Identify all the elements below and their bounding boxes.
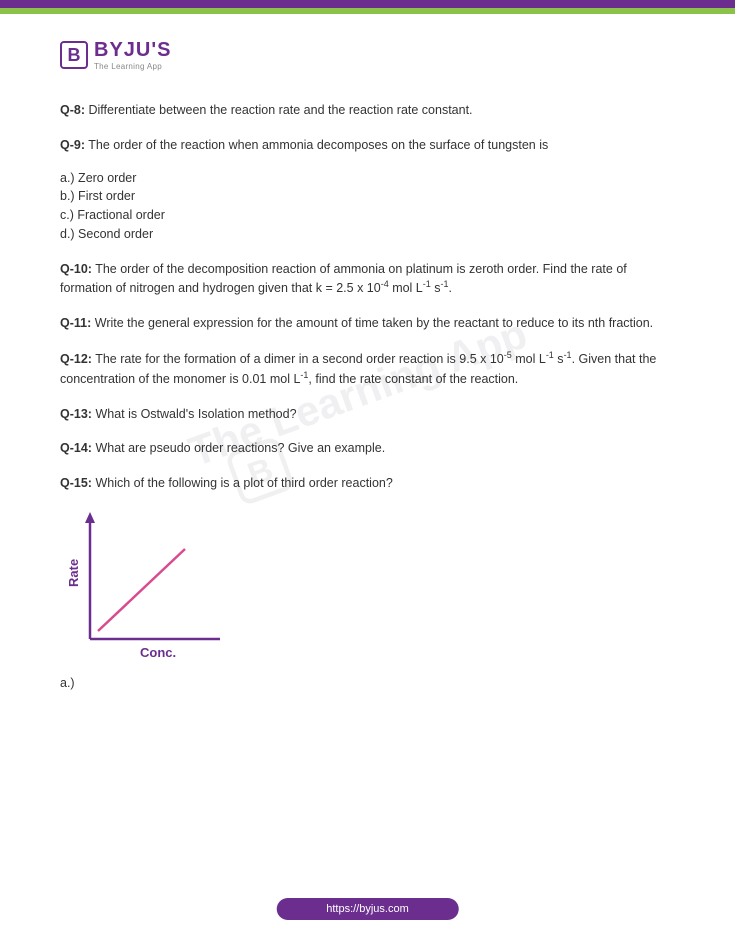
q-text-part: s	[431, 281, 441, 295]
q-label: Q-10:	[60, 262, 92, 276]
q-label: Q-13:	[60, 407, 92, 421]
q-text-part: s	[554, 352, 564, 366]
option-d: d.) Second order	[60, 225, 675, 244]
option-b: b.) First order	[60, 187, 675, 206]
chart-option-a: Rate Conc. a.)	[60, 509, 675, 693]
q-text: What are pseudo order reactions? Give an…	[95, 441, 385, 455]
q-label: Q-11:	[60, 316, 91, 330]
document-page: B BYJU'S The Learning App The Learning A…	[0, 0, 735, 950]
exponent: -1	[564, 350, 572, 360]
footer-url: https://byjus.com	[276, 898, 459, 920]
q-text-part: mol L	[512, 352, 546, 366]
logo-main: BYJU'S	[94, 39, 171, 62]
top-bar-purple	[0, 0, 735, 8]
question-12: Q-12: The rate for the formation of a di…	[60, 349, 675, 389]
q-label: Q-12:	[60, 352, 92, 366]
q-text: Which of the following is a plot of thir…	[95, 476, 392, 490]
logo-sub: The Learning App	[94, 62, 171, 71]
q-text-part: The order of the decomposition reaction …	[60, 262, 627, 296]
q-text-part: mol L	[389, 281, 423, 295]
q-label: Q-14:	[60, 441, 92, 455]
q-label: Q-8:	[60, 103, 85, 117]
q-text: The order of the reaction when ammonia d…	[88, 138, 548, 152]
q-text-part: The rate for the formation of a dimer in…	[95, 352, 504, 366]
rate-vs-conc-chart: Rate Conc.	[60, 509, 240, 664]
question-13: Q-13: What is Ostwald's Isolation method…	[60, 405, 675, 424]
q-text-part: .	[449, 281, 452, 295]
logo-area: B BYJU'S The Learning App	[0, 14, 735, 81]
option-a: a.) Zero order	[60, 169, 675, 188]
question-11: Q-11: Write the general expression for t…	[60, 314, 675, 333]
option-label-a: a.)	[60, 674, 675, 693]
q-text: What is Ostwald's Isolation method?	[95, 407, 296, 421]
q-text-part: , find the rate constant of the reaction…	[308, 372, 518, 386]
exponent: -1	[423, 279, 431, 289]
logo-text: BYJU'S The Learning App	[94, 39, 171, 71]
content-area: The Learning App B Q-8: Differentiate be…	[0, 81, 735, 712]
question-8: Q-8: Differentiate between the reaction …	[60, 101, 675, 120]
question-15: Q-15: Which of the following is a plot o…	[60, 474, 675, 493]
option-c: c.) Fractional order	[60, 206, 675, 225]
exponent: -1	[546, 350, 554, 360]
q9-options: a.) Zero order b.) First order c.) Fract…	[60, 169, 675, 244]
logo-icon: B	[60, 41, 88, 69]
q-text: Differentiate between the reaction rate …	[88, 103, 472, 117]
svg-text:Conc.: Conc.	[140, 645, 176, 660]
q-text: Write the general expression for the amo…	[95, 316, 653, 330]
svg-text:Rate: Rate	[66, 559, 81, 587]
question-9: Q-9: The order of the reaction when ammo…	[60, 136, 675, 244]
exponent: -4	[381, 279, 389, 289]
q-label: Q-15:	[60, 476, 92, 490]
q-label: Q-9:	[60, 138, 85, 152]
exponent: -1	[441, 279, 449, 289]
question-10: Q-10: The order of the decomposition rea…	[60, 260, 675, 299]
question-14: Q-14: What are pseudo order reactions? G…	[60, 439, 675, 458]
exponent: -5	[504, 350, 512, 360]
